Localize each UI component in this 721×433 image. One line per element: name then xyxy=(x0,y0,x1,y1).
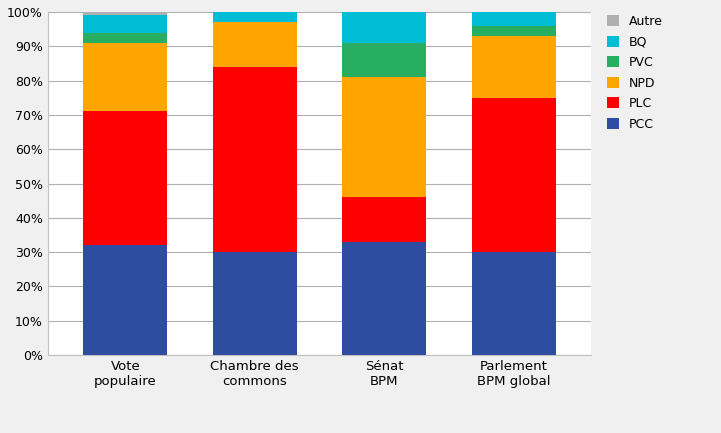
Bar xyxy=(83,43,167,111)
Legend: Autre, BQ, PVC, NPD, PLC, PCC: Autre, BQ, PVC, NPD, PLC, PCC xyxy=(603,11,667,134)
Bar xyxy=(342,12,426,43)
Bar xyxy=(342,197,426,242)
Bar xyxy=(213,67,297,252)
Bar xyxy=(213,22,297,67)
Bar xyxy=(83,245,167,355)
Bar xyxy=(472,98,556,252)
Bar xyxy=(472,252,556,355)
Bar xyxy=(83,111,167,245)
Bar xyxy=(472,26,556,36)
Bar xyxy=(342,242,426,355)
Bar xyxy=(472,36,556,98)
Bar xyxy=(342,43,426,77)
Bar xyxy=(342,77,426,197)
Bar xyxy=(83,32,167,43)
Bar xyxy=(83,12,167,16)
Bar xyxy=(213,252,297,355)
Bar xyxy=(472,12,556,26)
Bar xyxy=(83,16,167,32)
Bar xyxy=(213,12,297,22)
